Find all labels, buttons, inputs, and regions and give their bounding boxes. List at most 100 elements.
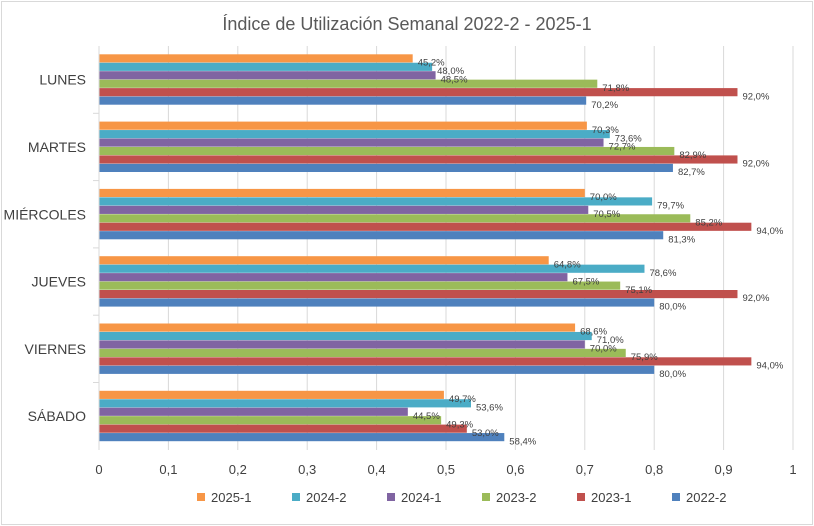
bar-sabado-2024-2 — [99, 399, 471, 408]
bar-lunes-2025-1 — [99, 54, 413, 63]
bar-miercoles-2023-1 — [99, 222, 752, 231]
legend-label-2022-2: 2022-2 — [686, 490, 726, 505]
bar-lunes-2024-1 — [99, 71, 436, 80]
data-label: 81,3% — [668, 234, 695, 245]
category-label-martes: MARTES — [28, 139, 86, 155]
data-label: 79,7% — [657, 201, 684, 212]
bar-jueves-2025-1 — [99, 256, 549, 265]
data-label: 75,1% — [625, 285, 652, 296]
x-tick-label: 0,2 — [229, 462, 247, 477]
data-label: 78,6% — [649, 268, 676, 279]
bar-jueves-2022-2 — [99, 298, 655, 307]
category-label-miercoles: MIÉRCOLES — [4, 206, 86, 222]
legend-swatch-2023-1 — [577, 493, 585, 501]
bar-sabado-2024-1 — [99, 407, 408, 416]
x-tick-label: 0,4 — [368, 462, 386, 477]
x-tick-label: 0,5 — [437, 462, 455, 477]
data-label: 58,4% — [509, 436, 536, 447]
axes: 0 0,1 0,2 0,3 0,4 0,5 0,6 0,7 0,8 0,9 1 LUNES MARTES… — [4, 46, 797, 477]
data-label: 80,0% — [659, 369, 686, 380]
x-tick-label: 0,1 — [159, 462, 177, 477]
bar-viernes-2024-2 — [99, 331, 592, 341]
legend-swatch-2023-2 — [482, 493, 490, 501]
data-label: 94,0% — [756, 226, 783, 237]
bar-lunes-2022-2 — [99, 96, 587, 105]
bar-miercoles-2023-2 — [99, 214, 691, 223]
data-label: 82,9% — [679, 150, 706, 161]
bar-miercoles-2024-2 — [99, 197, 653, 206]
data-labels: 45,2%48,0%48,5% 71,8% 92,0% 70,2% 70,3%73,6%… — [413, 58, 784, 448]
x-tick-label: 0,8 — [645, 462, 663, 477]
bar-miercoles-2024-1 — [99, 205, 589, 214]
bar-viernes-2022-2 — [99, 365, 655, 374]
bar-jueves-2023-2 — [99, 281, 621, 290]
data-label: 53,6% — [476, 402, 503, 413]
data-label: 44,5% — [413, 411, 440, 422]
bar-sabado-2023-2 — [99, 416, 442, 425]
data-label: 80,0% — [659, 302, 686, 313]
data-label: 48,0% — [437, 66, 464, 77]
bar-viernes-2025-1 — [99, 323, 576, 332]
bar-viernes-2023-1 — [99, 357, 752, 366]
bar-lunes-2023-2 — [99, 79, 598, 88]
x-tick-label: 0 — [95, 462, 102, 477]
x-tick-label: 0,9 — [715, 462, 733, 477]
bar-miercoles-2022-2 — [99, 231, 664, 240]
data-label: 75,9% — [631, 352, 658, 363]
category-label-sabado: SÁBADO — [28, 408, 86, 424]
bar-jueves-2024-2 — [99, 264, 645, 273]
bar-martes-2025-1 — [99, 121, 587, 130]
bar-martes-2022-2 — [99, 163, 673, 172]
x-tick-label: 0,3 — [298, 462, 316, 477]
bar-lunes-2024-2 — [99, 62, 433, 71]
bar-martes-2024-1 — [99, 138, 604, 147]
data-label: 71,0% — [597, 335, 624, 346]
data-label: 49,7% — [449, 394, 476, 405]
bar-martes-2024-2 — [99, 130, 610, 139]
legend-swatch-2024-1 — [387, 493, 395, 501]
data-label: 45,2% — [418, 58, 445, 69]
bar-martes-2023-1 — [99, 155, 738, 164]
data-label: 64,8% — [554, 259, 581, 270]
legend-label-2023-1: 2023-1 — [591, 490, 631, 505]
data-label: 49,3% — [446, 419, 473, 430]
data-label: 68,6% — [580, 327, 607, 338]
bar-viernes-2023-2 — [99, 348, 626, 357]
data-label: 70,0% — [590, 344, 617, 355]
x-tick-label: 0,7 — [576, 462, 594, 477]
bars — [99, 54, 752, 442]
bar-martes-2023-2 — [99, 146, 675, 156]
data-label: 92,0% — [742, 159, 769, 170]
gridlines — [98, 46, 794, 450]
data-label: 48,5% — [441, 74, 468, 85]
x-tick-label: 0,6 — [506, 462, 524, 477]
legend-label-2024-1: 2024-1 — [401, 490, 441, 505]
data-label: 82,7% — [678, 167, 705, 178]
bar-sabado-2023-1 — [99, 424, 467, 433]
data-label: 53,0% — [472, 428, 499, 439]
category-label-lunes: LUNES — [39, 72, 86, 88]
data-label: 70,5% — [593, 209, 620, 220]
data-label: 72,7% — [609, 142, 636, 153]
data-label: 73,6% — [615, 133, 642, 144]
legend-label-2025-1: 2025-1 — [211, 490, 251, 505]
bar-sabado-2022-2 — [99, 433, 505, 442]
category-label-jueves: JUEVES — [32, 274, 86, 290]
legend: 2025-1 2024-2 2024-1 2023-2 2023-1 2022-2 — [197, 490, 726, 505]
bar-viernes-2024-1 — [99, 340, 585, 349]
bar-miercoles-2025-1 — [99, 188, 585, 198]
data-label: 67,5% — [572, 276, 599, 287]
data-label: 70,2% — [591, 100, 618, 111]
legend-swatch-2022-2 — [672, 493, 680, 501]
data-label: 71,8% — [602, 83, 629, 94]
x-tick-label: 1 — [789, 462, 796, 477]
chart-title: Índice de Utilización Semanal 2022-2 - 2… — [222, 14, 591, 34]
data-label: 94,0% — [756, 361, 783, 372]
data-label: 92,0% — [742, 293, 769, 304]
legend-swatch-2024-2 — [292, 493, 300, 501]
data-label: 70,0% — [590, 192, 617, 203]
bar-sabado-2025-1 — [99, 390, 444, 399]
bar-lunes-2023-1 — [99, 88, 738, 97]
data-label: 70,3% — [592, 125, 619, 136]
